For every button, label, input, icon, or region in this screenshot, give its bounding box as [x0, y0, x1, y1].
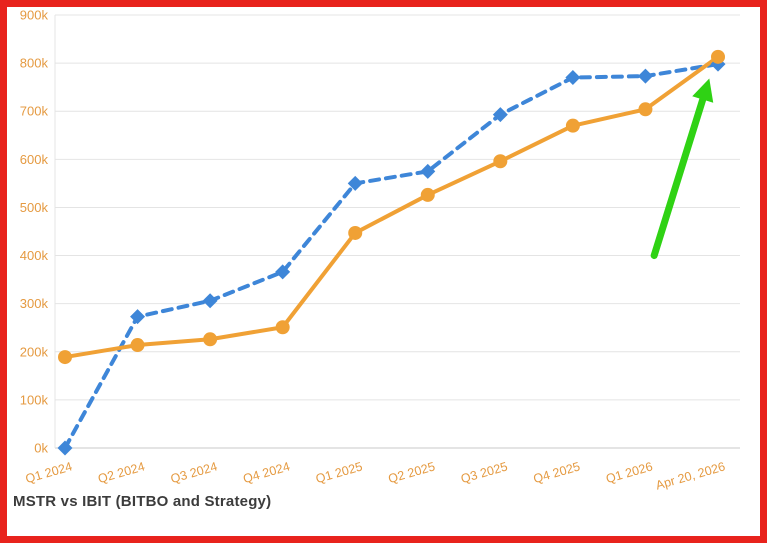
- data-point-circle[interactable]: [711, 49, 725, 64]
- data-point-circle[interactable]: [203, 332, 218, 347]
- x-tick-label: Q2 2025: [387, 459, 437, 486]
- gridlines: 0k 100k 200k 300k 400k 500k 600k 700k 800k 900k: [20, 8, 740, 456]
- data-point-circle[interactable]: [638, 102, 653, 117]
- x-tick-label: Q3 2025: [459, 459, 509, 486]
- x-tick-labels: Q1 2024 Q2 2024 Q3 2024 Q4 2024 Q1 2025 Q2 20…: [24, 459, 727, 492]
- data-point-circle[interactable]: [565, 118, 580, 133]
- x-tick-label: Q1 2025: [314, 459, 364, 486]
- data-point-circle[interactable]: [58, 350, 72, 365]
- annotation-arrow-head: [692, 78, 714, 103]
- data-point-diamond[interactable]: [565, 70, 581, 86]
- y-tick-label: 800k: [20, 56, 49, 71]
- y-tick-label: 300k: [20, 296, 49, 311]
- series-line-orange-solid-circle: [63, 54, 720, 360]
- series-markers-orange-solid-circle: [58, 49, 725, 365]
- y-tick-label: 400k: [20, 248, 49, 263]
- data-point-diamond[interactable]: [492, 107, 508, 123]
- x-tick-label: Q4 2024: [242, 459, 292, 486]
- y-tick-label: 0k: [34, 441, 48, 456]
- series-line-blue-dashed-diamond: [63, 62, 720, 450]
- y-tick-label: 600k: [20, 152, 49, 167]
- data-point-diamond[interactable]: [202, 293, 218, 309]
- x-tick-label: Q3 2024: [169, 459, 219, 486]
- y-tick-label: 700k: [20, 104, 49, 119]
- data-point-diamond[interactable]: [420, 163, 436, 179]
- y-tick-label: 900k: [20, 8, 49, 23]
- data-point-diamond[interactable]: [347, 175, 363, 191]
- data-point-diamond[interactable]: [57, 440, 73, 456]
- data-point-circle[interactable]: [493, 154, 508, 169]
- x-tick-label: Q4 2025: [532, 459, 582, 486]
- y-tick-label: 100k: [20, 392, 49, 407]
- line-chart: 0k 100k 200k 300k 400k 500k 600k 700k 800k 900k Q1…: [20, 8, 740, 493]
- x-tick-label: Q1 2026: [604, 459, 654, 486]
- y-tick-label: 200k: [20, 344, 49, 359]
- x-tick-label: Apr 20, 2026: [654, 459, 727, 492]
- annotation-arrow-shaft: [650, 92, 708, 260]
- data-point-circle[interactable]: [130, 338, 145, 353]
- data-point-circle[interactable]: [420, 187, 435, 202]
- data-point-diamond[interactable]: [275, 264, 291, 280]
- data-point-diamond[interactable]: [130, 309, 146, 325]
- data-point-circle[interactable]: [348, 225, 363, 240]
- data-point-diamond[interactable]: [637, 68, 653, 84]
- chart-container: 0k 100k 200k 300k 400k 500k 600k 700k 800k 900k Q1…: [7, 7, 760, 536]
- y-tick-label: 500k: [20, 200, 49, 215]
- data-point-circle[interactable]: [275, 320, 290, 335]
- x-tick-label: Q1 2024: [24, 459, 74, 486]
- chart-title: MSTR vs IBIT (BITBO and Strategy): [13, 493, 272, 510]
- x-tick-label: Q2 2024: [96, 459, 146, 486]
